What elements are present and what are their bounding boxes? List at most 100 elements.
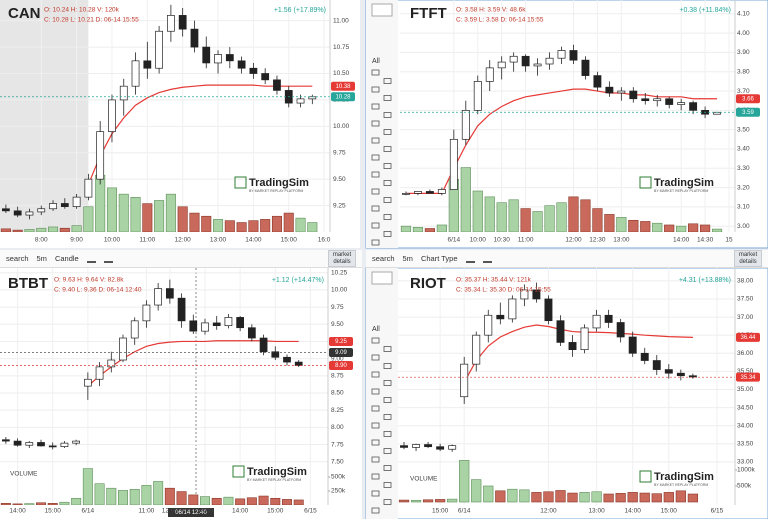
tool-icon[interactable] (383, 346, 392, 352)
chart-type[interactable]: Candle (54, 254, 79, 263)
tool-icon[interactable] (371, 86, 380, 93)
brand-tagline: BY MARKET REPLAY PLATFORM (247, 478, 301, 482)
tool-icon[interactable] (371, 120, 380, 127)
tool-icon[interactable] (383, 180, 392, 186)
volume-bar (616, 217, 627, 232)
volume-bar (12, 229, 23, 232)
y-tick-label: 3.90 (737, 49, 750, 56)
tool-icon[interactable] (383, 95, 392, 101)
tool-icon[interactable] (371, 354, 380, 361)
tool-icon[interactable] (371, 271, 393, 285)
y-tick-label: 33.00 (737, 459, 754, 466)
tool-icon[interactable] (383, 397, 392, 403)
candle-body (96, 131, 105, 180)
interval[interactable]: 5m (36, 254, 47, 263)
y-tick-label: 3.30 (737, 165, 750, 172)
candle-body (424, 444, 433, 448)
tool-icon[interactable] (371, 456, 380, 463)
y-tick-label: 10.50 (333, 70, 350, 77)
tool-icon[interactable] (383, 112, 392, 118)
volume-tick-label: 250k (331, 488, 346, 495)
tool-icon[interactable] (383, 499, 392, 505)
tool-icon[interactable] (371, 439, 380, 446)
volume-bar (164, 487, 175, 505)
tool-icon[interactable] (383, 448, 392, 454)
crosshair-tag (168, 508, 214, 517)
volume-bar (640, 221, 651, 232)
volume-bar (94, 483, 105, 505)
market-details[interactable]: market details (328, 250, 356, 267)
tool-icon[interactable] (371, 69, 380, 76)
tool-icon[interactable] (371, 154, 380, 161)
tool-icon[interactable] (383, 231, 392, 237)
x-tick-label: 6/14 (448, 237, 461, 244)
search[interactable]: search (6, 254, 29, 263)
tool-icon[interactable] (371, 103, 380, 110)
tool-icon[interactable] (371, 239, 380, 246)
tool-icon[interactable] (371, 222, 380, 229)
x-tick-label: 12:00 (540, 508, 557, 515)
tool-icon[interactable] (383, 482, 392, 488)
change: +4.31 (+13.88%) (679, 277, 731, 284)
tool-icon[interactable] (383, 163, 392, 169)
tool-column (366, 268, 398, 519)
tool-icon[interactable] (371, 473, 380, 480)
tool-icon[interactable] (383, 380, 392, 386)
indicator-icon[interactable] (86, 254, 96, 263)
volume-bar (615, 493, 626, 503)
market-details[interactable]: market details (734, 250, 762, 267)
candle-body (119, 337, 127, 361)
ohlc: O: 35.37 H: 35.44 V: 121k (456, 277, 532, 284)
tool-icon[interactable] (371, 507, 380, 514)
tool-icon[interactable] (383, 431, 392, 437)
y-tick-label: 38.00 (737, 278, 754, 285)
tool-icon[interactable] (383, 414, 392, 420)
y-tick-label: 3.50 (737, 126, 750, 133)
interval[interactable]: 5m (402, 254, 413, 263)
tools-all[interactable]: All (372, 326, 380, 333)
candle-body (95, 366, 104, 380)
candle-body (532, 289, 541, 300)
search[interactable]: search (372, 254, 395, 263)
x-tick-label: 10:30 (494, 237, 511, 244)
tool-icon[interactable] (383, 197, 392, 203)
tool-icon[interactable] (383, 465, 392, 471)
settings-icon[interactable] (482, 254, 492, 263)
tool-icon[interactable] (371, 3, 393, 17)
brand-icon (232, 465, 245, 478)
settings-icon[interactable] (103, 254, 113, 263)
volume-bar (472, 190, 483, 232)
tool-icon[interactable] (383, 129, 392, 135)
tool-icon[interactable] (383, 78, 392, 84)
chart-type[interactable]: Chart Type (420, 254, 458, 263)
x-tick-label: 6/14 (458, 508, 471, 515)
indicator-icon[interactable] (465, 254, 475, 263)
volume-bar (398, 499, 410, 503)
tool-icon[interactable] (371, 337, 380, 344)
tool-icon[interactable] (371, 405, 380, 412)
tool-icon[interactable] (371, 171, 380, 178)
volume-bar (460, 167, 471, 232)
volume-bar (59, 501, 70, 505)
tool-icon[interactable] (383, 363, 392, 369)
volume-bar (531, 492, 542, 503)
tool-icon[interactable] (371, 371, 380, 378)
tool-icon[interactable] (383, 146, 392, 152)
volume-bar (201, 215, 212, 232)
candle-body (190, 28, 199, 48)
x-tick-label: 12:00 (162, 508, 179, 515)
volume-bar (282, 499, 292, 505)
tool-icon[interactable] (371, 188, 380, 195)
candle-body (294, 361, 303, 366)
y-tick-label: 36.00 (737, 350, 754, 357)
plot (400, 0, 735, 232)
tool-icon[interactable] (371, 388, 380, 395)
tool-icon[interactable] (371, 137, 380, 144)
tools-all[interactable]: All (372, 58, 380, 65)
volume-bar (24, 229, 35, 232)
volume-bar (59, 227, 70, 232)
tool-icon[interactable] (383, 214, 392, 220)
tool-icon[interactable] (371, 490, 380, 497)
tool-icon[interactable] (371, 422, 380, 429)
tool-icon[interactable] (371, 205, 380, 212)
